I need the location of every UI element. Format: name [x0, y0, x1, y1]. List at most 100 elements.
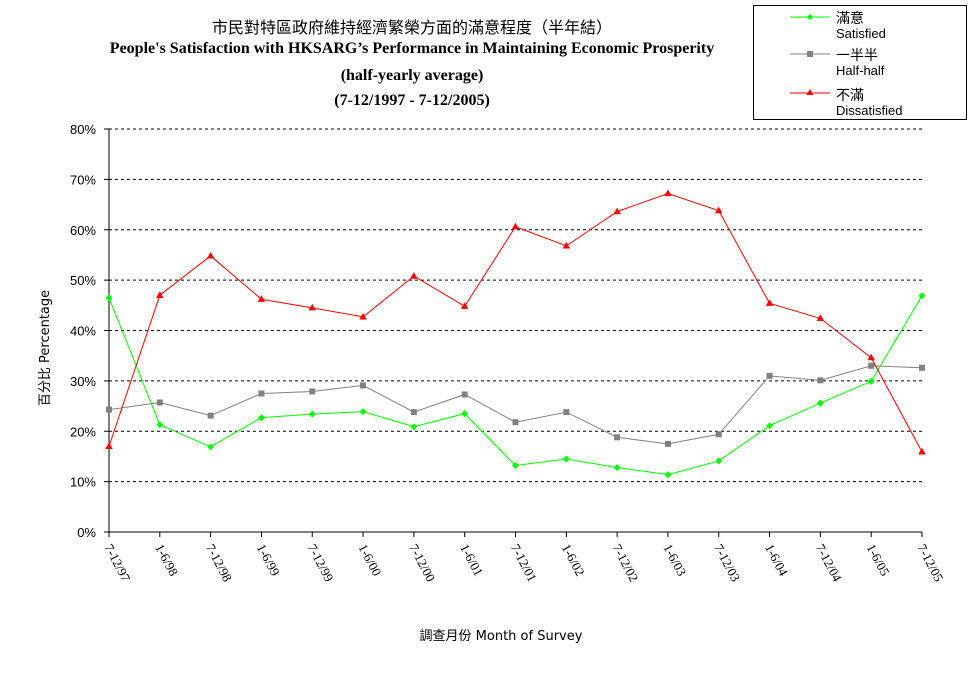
data-point-dissatisfied: [460, 302, 469, 309]
x-tick-label: 7-12/02: [609, 541, 641, 584]
data-point-half-half: [715, 431, 722, 438]
data-point-dissatisfied: [714, 206, 723, 214]
data-point-half-half: [156, 399, 163, 406]
data-point-half-half: [106, 406, 112, 413]
data-point-dissatisfied: [410, 272, 418, 279]
x-axis-label: 調查月份 Month of Survey: [420, 629, 583, 644]
legend-swatch-dissatisfied: [790, 89, 830, 95]
x-tick-label: 1-6/98: [152, 541, 181, 578]
data-point-satisfied: [918, 292, 926, 300]
x-tick-label: 1-6/02: [559, 541, 588, 578]
data-point-satisfied: [105, 294, 113, 302]
data-point-dissatisfied: [206, 251, 215, 259]
legend-swatch-satisfied: [790, 14, 830, 20]
data-point-satisfied: [359, 408, 367, 416]
data-point-half-half: [614, 434, 621, 441]
data-point-dissatisfied: [105, 442, 113, 449]
data-point-half-half: [868, 362, 875, 369]
data-point-satisfied: [562, 455, 570, 463]
x-tick-label: 1-6/00: [355, 541, 384, 578]
y-tick-label: 10%: [70, 475, 96, 490]
y-axis-label: 百分比 Percentage: [38, 290, 53, 406]
x-tick-label: 7-12/04: [813, 541, 845, 584]
chart-title-en: People's Satisfaction with HKSARG’s Perf…: [109, 40, 715, 57]
data-point-half-half: [664, 440, 671, 447]
y-tick-label: 30%: [70, 374, 96, 389]
data-point-dissatisfied: [308, 303, 317, 311]
data-point-dissatisfied: [867, 353, 875, 361]
data-point-dissatisfied: [664, 189, 672, 197]
gridlines: [109, 128, 922, 483]
legend-item-satisfied: 滿意 Satisfied: [754, 6, 966, 44]
data-point-dissatisfied: [765, 299, 774, 306]
data-point-half-half: [563, 409, 570, 416]
x-tick-label: 7-12/99: [305, 541, 337, 584]
data-point-dissatisfied: [816, 314, 825, 322]
y-tick-label: 50%: [70, 273, 96, 288]
data-point-satisfied: [664, 471, 672, 479]
x-tick-label: 1-6/01: [457, 541, 486, 578]
series-line-half-half: [108, 365, 923, 445]
data-point-satisfied: [156, 421, 164, 429]
y-tick-label: 40%: [70, 324, 96, 339]
data-point-half-half: [919, 364, 925, 371]
data-point-satisfied: [410, 423, 418, 431]
y-tick-label: 20%: [70, 424, 96, 439]
data-point-satisfied: [257, 414, 265, 422]
data-point-dissatisfied: [562, 241, 571, 249]
legend-item-dissatisfied: 不滿 Dissatisfied: [754, 82, 966, 120]
data-point-satisfied: [207, 443, 215, 451]
x-tick-label: 1-6/05: [864, 541, 893, 578]
y-tick-labels: 0% 10% 20% 30% 40% 50% 60% 70% 80%: [70, 122, 96, 540]
y-tick-label: 60%: [70, 223, 96, 238]
y-tick-label: 70%: [70, 172, 96, 187]
legend-item-half-half: 一半半 Half-half: [754, 44, 966, 82]
x-tick-label: 1-6/99: [254, 541, 283, 578]
x-tick-label: 7-12/05: [914, 541, 946, 584]
series-group: [105, 189, 926, 479]
legend-label-half-half-zh: 一半半: [836, 48, 878, 64]
y-tick-label: 0%: [77, 525, 96, 540]
x-tick-label: 1-6/04: [762, 541, 791, 578]
chart-subtitle-average: (half-yearly average): [340, 67, 484, 84]
data-point-dissatisfied: [918, 447, 926, 455]
data-point-satisfied: [308, 410, 316, 418]
data-point-satisfied: [816, 399, 824, 407]
data-point-satisfied: [461, 410, 469, 418]
legend-label-satisfied-en: Satisfied: [836, 26, 886, 41]
data-point-satisfied: [867, 377, 875, 385]
chart-title-zh: 市民對特區政府維持經濟繁榮方面的滿意程度（半年結）: [211, 18, 612, 37]
data-point-dissatisfied: [156, 291, 164, 298]
series-line-satisfied: [108, 295, 923, 476]
data-point-dissatisfied: [257, 295, 266, 302]
data-point-half-half: [817, 377, 824, 384]
x-tick-label: 7-12/97: [101, 541, 133, 584]
data-point-satisfied: [766, 422, 774, 430]
x-tick-label: 7-12/98: [203, 541, 235, 584]
data-point-satisfied: [613, 464, 621, 472]
series-line-dissatisfied: [108, 192, 923, 453]
data-point-half-half: [360, 382, 367, 389]
x-tick-label: 7-12/01: [508, 541, 540, 584]
data-point-half-half: [258, 390, 265, 397]
data-point-half-half: [512, 419, 519, 426]
legend-label-satisfied-zh: 滿意: [836, 11, 864, 27]
y-tick-label: 80%: [70, 122, 96, 137]
axes: [104, 128, 923, 537]
legend-label-dissatisfied-zh: 不滿: [836, 88, 864, 104]
chart-subtitle-period: (7-12/1997 - 7-12/2005): [334, 92, 490, 109]
data-point-dissatisfied: [511, 222, 520, 230]
data-point-half-half: [410, 409, 417, 416]
legend: 滿意 Satisfied 一半半 Half-half 不滿 Dissatisfi…: [753, 5, 967, 120]
data-point-satisfied: [715, 457, 723, 465]
data-point-dissatisfied: [613, 207, 621, 215]
data-point-satisfied: [512, 462, 519, 470]
data-point-half-half: [461, 391, 468, 398]
data-point-dissatisfied: [359, 312, 367, 320]
legend-swatch-half-half: [790, 51, 830, 57]
x-tick-label: 7-12/00: [406, 541, 438, 584]
data-point-half-half: [207, 412, 214, 419]
x-tick-labels: 7-12/97 1-6/98 7-12/98 1-6/99 7-12/99 1-6/00 7…: [101, 541, 946, 584]
data-point-half-half: [309, 388, 316, 395]
